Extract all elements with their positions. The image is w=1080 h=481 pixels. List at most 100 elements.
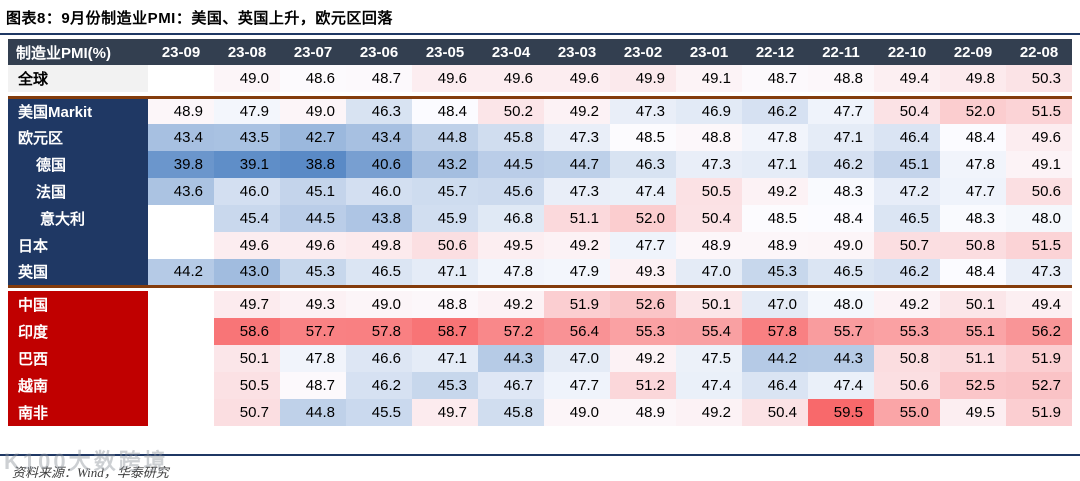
pmi-cell: 46.3 bbox=[610, 151, 676, 178]
row-label: 越南 bbox=[8, 372, 148, 399]
table-row-德国: 德国 39.8 39.1 38.8 40.6 43.2 44.5 44.7 46.3 47.3 47… bbox=[8, 151, 1072, 178]
pmi-cell: 50.4 bbox=[874, 97, 940, 124]
pmi-cell: 49.2 bbox=[544, 232, 610, 259]
table-row-英国: 英国 44.2 43.0 45.3 46.5 47.1 47.8 47.9 49.3 47.0 45… bbox=[8, 259, 1072, 286]
row-label: 意大利 bbox=[8, 205, 148, 232]
pmi-cell: 46.3 bbox=[346, 97, 412, 124]
pmi-cell: 47.3 bbox=[1006, 259, 1072, 286]
pmi-cell: 49.1 bbox=[676, 65, 742, 92]
pmi-cell: 43.5 bbox=[214, 124, 280, 151]
pmi-cell: 48.0 bbox=[808, 291, 874, 318]
pmi-cell: 47.7 bbox=[940, 178, 1006, 205]
pmi-cell: 47.8 bbox=[280, 345, 346, 372]
pmi-cell: 49.2 bbox=[874, 291, 940, 318]
pmi-cell: 44.7 bbox=[544, 151, 610, 178]
pmi-cell: 48.6 bbox=[280, 65, 346, 92]
pmi-cell: 49.2 bbox=[742, 178, 808, 205]
pmi-cell bbox=[148, 291, 214, 318]
pmi-cell: 49.8 bbox=[346, 232, 412, 259]
table-row-意大利: 意大利 45.4 44.5 43.8 45.9 46.8 51.1 52.0 50.4 48.5 4… bbox=[8, 205, 1072, 232]
pmi-cell: 47.5 bbox=[676, 345, 742, 372]
pmi-cell: 55.3 bbox=[610, 318, 676, 345]
pmi-cell: 50.1 bbox=[676, 291, 742, 318]
pmi-cell: 47.4 bbox=[610, 178, 676, 205]
pmi-cell: 47.8 bbox=[478, 259, 544, 286]
pmi-cell: 44.8 bbox=[412, 124, 478, 151]
pmi-cell: 49.9 bbox=[610, 65, 676, 92]
pmi-cell: 46.6 bbox=[346, 345, 412, 372]
pmi-cell: 52.0 bbox=[940, 97, 1006, 124]
pmi-cell: 47.3 bbox=[544, 124, 610, 151]
column-header-23-09: 23-09 bbox=[148, 39, 214, 65]
pmi-cell: 44.2 bbox=[148, 259, 214, 286]
pmi-cell: 49.6 bbox=[280, 232, 346, 259]
pmi-cell: 46.2 bbox=[874, 259, 940, 286]
column-header-23-04: 23-04 bbox=[478, 39, 544, 65]
pmi-cell: 46.2 bbox=[346, 372, 412, 399]
pmi-cell: 46.5 bbox=[808, 259, 874, 286]
pmi-cell: 49.2 bbox=[544, 97, 610, 124]
pmi-cell: 46.2 bbox=[808, 151, 874, 178]
pmi-cell: 50.6 bbox=[874, 372, 940, 399]
pmi-cell: 49.6 bbox=[214, 232, 280, 259]
pmi-cell: 44.3 bbox=[478, 345, 544, 372]
column-header-23-01: 23-01 bbox=[676, 39, 742, 65]
row-label: 法国 bbox=[8, 178, 148, 205]
table-header: 制造业PMI(%) 23-09 23-08 23-07 23-06 23-05 23-04 2… bbox=[8, 39, 1072, 65]
pmi-cell: 50.7 bbox=[874, 232, 940, 259]
table-row-美国Markit: 美国Markit 48.9 47.9 49.0 46.3 48.4 50.2 49.2 47.3… bbox=[8, 97, 1072, 124]
pmi-cell: 45.8 bbox=[478, 124, 544, 151]
pmi-cell: 48.9 bbox=[742, 232, 808, 259]
pmi-cell: 50.5 bbox=[676, 178, 742, 205]
pmi-cell bbox=[148, 205, 214, 232]
pmi-cell: 47.8 bbox=[940, 151, 1006, 178]
table-row-印度: 印度 58.6 57.7 57.8 58.7 57.2 56.4 55.3 55.4 57.8 55… bbox=[8, 318, 1072, 345]
table-row-越南: 越南 50.5 48.7 46.2 45.3 46.7 47.7 51.2 47.4 46.4 47… bbox=[8, 372, 1072, 399]
figure-title: 图表8：9月份制造业PMI：美国、英国上升，欧元区回落 bbox=[0, 0, 1080, 35]
pmi-cell: 45.3 bbox=[742, 259, 808, 286]
pmi-cell: 48.5 bbox=[742, 205, 808, 232]
pmi-cell: 44.2 bbox=[742, 345, 808, 372]
pmi-cell: 50.1 bbox=[940, 291, 1006, 318]
row-label: 美国Markit bbox=[8, 97, 148, 124]
pmi-cell: 52.6 bbox=[610, 291, 676, 318]
pmi-cell: 46.0 bbox=[346, 178, 412, 205]
pmi-cell: 48.5 bbox=[610, 124, 676, 151]
row-label: 德国 bbox=[8, 151, 148, 178]
pmi-cell: 48.7 bbox=[280, 372, 346, 399]
pmi-cell: 49.6 bbox=[1006, 124, 1072, 151]
row-label: 南非 bbox=[8, 399, 148, 426]
pmi-cell: 49.0 bbox=[544, 399, 610, 426]
pmi-cell: 49.7 bbox=[412, 399, 478, 426]
pmi-cell bbox=[148, 65, 214, 92]
pmi-cell: 46.4 bbox=[874, 124, 940, 151]
pmi-cell: 49.5 bbox=[478, 232, 544, 259]
pmi-cell: 47.3 bbox=[544, 178, 610, 205]
pmi-cell: 45.3 bbox=[280, 259, 346, 286]
pmi-cell: 44.3 bbox=[808, 345, 874, 372]
pmi-cell: 47.7 bbox=[544, 372, 610, 399]
pmi-cell: 50.3 bbox=[1006, 65, 1072, 92]
pmi-cell: 49.1 bbox=[1006, 151, 1072, 178]
pmi-cell: 48.4 bbox=[808, 205, 874, 232]
figure-footer: K100大数跨境 资料来源：Wind，华泰研究 bbox=[0, 449, 1080, 481]
row-label: 日本 bbox=[8, 232, 148, 259]
pmi-cell: 56.4 bbox=[544, 318, 610, 345]
pmi-cell: 43.8 bbox=[346, 205, 412, 232]
table-body: 全球 49.0 48.6 48.7 49.6 49.6 49.6 49.9 49.1 48.7 48… bbox=[8, 65, 1072, 426]
pmi-cell: 47.9 bbox=[214, 97, 280, 124]
pmi-cell: 57.2 bbox=[478, 318, 544, 345]
pmi-cell: 48.3 bbox=[940, 205, 1006, 232]
table-row-南非: 南非 50.7 44.8 45.5 49.7 45.8 49.0 48.9 49.2 50.4 59… bbox=[8, 399, 1072, 426]
pmi-cell: 50.4 bbox=[742, 399, 808, 426]
pmi-cell: 51.5 bbox=[1006, 97, 1072, 124]
pmi-cell bbox=[148, 372, 214, 399]
table-corner-label: 制造业PMI(%) bbox=[8, 39, 148, 65]
pmi-cell: 47.8 bbox=[742, 124, 808, 151]
table-row-法国: 法国 43.6 46.0 45.1 46.0 45.7 45.6 47.3 47.4 50.5 49… bbox=[8, 178, 1072, 205]
pmi-cell: 43.0 bbox=[214, 259, 280, 286]
pmi-cell: 48.7 bbox=[742, 65, 808, 92]
pmi-cell: 45.1 bbox=[874, 151, 940, 178]
pmi-cell: 55.4 bbox=[676, 318, 742, 345]
